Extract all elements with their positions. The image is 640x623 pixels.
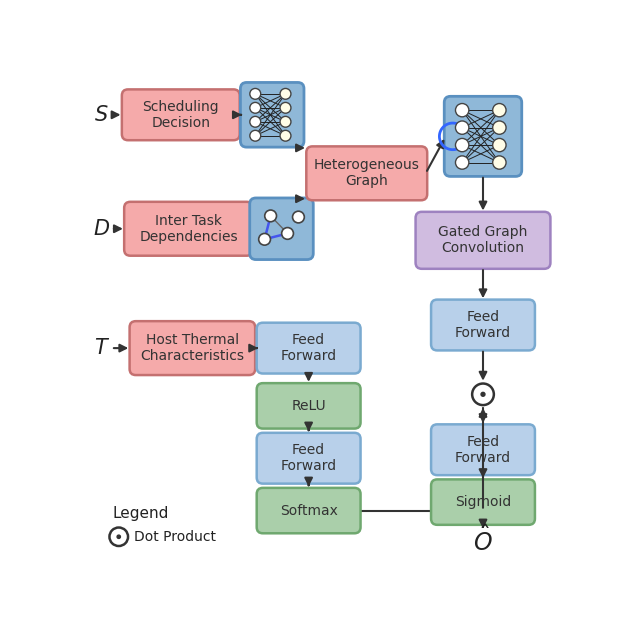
Text: Feed
Forward: Feed Forward [280, 443, 337, 473]
FancyBboxPatch shape [431, 300, 535, 350]
FancyBboxPatch shape [257, 488, 360, 533]
Circle shape [259, 234, 271, 245]
Circle shape [456, 121, 469, 135]
Circle shape [481, 392, 485, 396]
Circle shape [493, 156, 506, 169]
Text: Heterogeneous
Graph: Heterogeneous Graph [314, 158, 420, 188]
Circle shape [117, 535, 120, 538]
FancyBboxPatch shape [257, 433, 360, 483]
FancyBboxPatch shape [431, 424, 535, 475]
Text: Legend: Legend [113, 506, 169, 521]
Circle shape [250, 88, 260, 99]
Text: Feed
Forward: Feed Forward [455, 435, 511, 465]
Circle shape [456, 138, 469, 152]
FancyBboxPatch shape [415, 212, 550, 269]
Text: Dot Product: Dot Product [134, 530, 216, 544]
Text: ReLU: ReLU [291, 399, 326, 413]
Text: Feed
Forward: Feed Forward [455, 310, 511, 340]
Circle shape [109, 528, 128, 546]
Text: $D$: $D$ [93, 219, 110, 239]
Circle shape [472, 384, 494, 405]
Text: $T$: $T$ [93, 338, 109, 358]
Text: Scheduling
Decision: Scheduling Decision [143, 100, 219, 130]
Circle shape [265, 210, 276, 222]
Text: Gated Graph
Convolution: Gated Graph Convolution [438, 225, 528, 255]
FancyBboxPatch shape [250, 198, 313, 260]
Circle shape [280, 102, 291, 113]
Circle shape [493, 103, 506, 117]
FancyBboxPatch shape [122, 89, 239, 140]
Text: Softmax: Softmax [280, 503, 337, 518]
FancyBboxPatch shape [129, 321, 255, 375]
Circle shape [282, 227, 293, 239]
Circle shape [493, 138, 506, 152]
Circle shape [493, 121, 506, 135]
Circle shape [280, 130, 291, 141]
Circle shape [456, 156, 469, 169]
Circle shape [250, 102, 260, 113]
Text: $\hat{O}$: $\hat{O}$ [473, 525, 493, 556]
Text: Feed
Forward: Feed Forward [280, 333, 337, 363]
FancyBboxPatch shape [241, 82, 304, 147]
Circle shape [250, 130, 260, 141]
Text: Sigmoid: Sigmoid [455, 495, 511, 509]
Circle shape [280, 88, 291, 99]
FancyBboxPatch shape [257, 323, 360, 374]
Circle shape [280, 117, 291, 127]
FancyBboxPatch shape [307, 146, 428, 200]
FancyBboxPatch shape [124, 202, 253, 255]
Circle shape [250, 117, 260, 127]
Text: Inter Task
Dependencies: Inter Task Dependencies [139, 214, 238, 244]
FancyBboxPatch shape [257, 383, 360, 429]
Circle shape [456, 103, 469, 117]
Text: $S$: $S$ [95, 105, 109, 125]
FancyBboxPatch shape [444, 97, 522, 176]
Circle shape [292, 211, 304, 223]
FancyBboxPatch shape [431, 479, 535, 525]
Text: Host Thermal
Characteristics: Host Thermal Characteristics [140, 333, 244, 363]
